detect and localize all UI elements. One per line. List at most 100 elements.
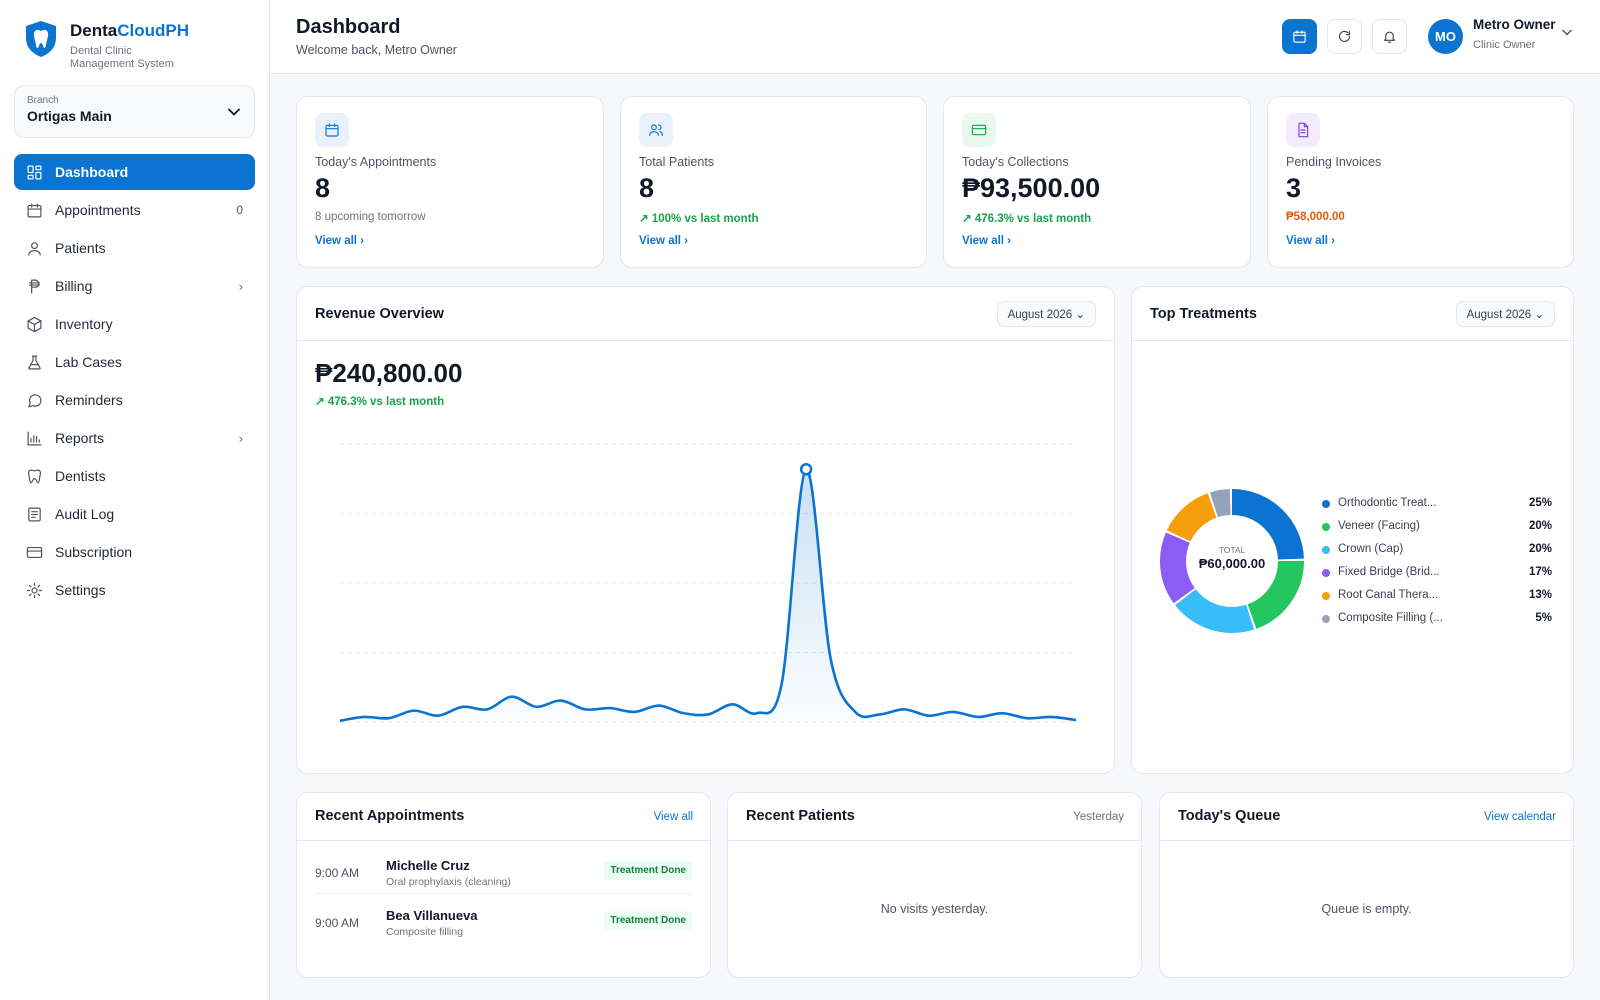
month-select[interactable]: August 2026 ⌄ bbox=[1455, 301, 1555, 327]
legend-label: Fixed Bridge (Brid... bbox=[1338, 566, 1440, 578]
patient-name: Bea Villanueva bbox=[386, 908, 478, 923]
stat-icon-box bbox=[1286, 113, 1320, 147]
sidebar-item-dentists[interactable]: Dentists bbox=[14, 458, 255, 494]
legend-label: Root Canal Thera... bbox=[1338, 589, 1439, 601]
donut-total-value: ₱60,000.00 bbox=[1198, 556, 1266, 571]
procedure: Oral prophylaxis (cleaning) bbox=[386, 876, 511, 888]
month-select[interactable]: August 2026 ⌄ bbox=[996, 301, 1096, 327]
period-label: Yesterday bbox=[1073, 811, 1124, 823]
box-icon bbox=[27, 316, 42, 332]
avatar[interactable]: MO bbox=[1428, 19, 1463, 54]
chevron-right-icon: › bbox=[238, 430, 243, 446]
calendar-icon bbox=[1293, 30, 1306, 43]
top-header: Dashboard Welcome back, Metro Owner MO M… bbox=[271, 0, 1600, 74]
stat-note: 8 upcoming tomorrow bbox=[315, 211, 426, 223]
panel-title: Revenue Overview bbox=[315, 306, 444, 322]
sidebar-item-settings[interactable]: Settings bbox=[14, 572, 255, 608]
legend-percent: 20% bbox=[1528, 520, 1552, 532]
divider bbox=[728, 840, 1141, 841]
user-name[interactable]: Metro Owner bbox=[1473, 17, 1556, 32]
stat-label: Pending Invoices bbox=[1286, 155, 1382, 169]
todays-queue-panel: Today's Queue View calendar Queue is emp… bbox=[1159, 792, 1574, 978]
legend-label: Crown (Cap) bbox=[1338, 543, 1404, 555]
sidebar-item-subscription[interactable]: Subscription bbox=[14, 534, 255, 570]
view-all-link[interactable]: View all › bbox=[962, 235, 1012, 247]
chevron-down-icon[interactable] bbox=[1562, 29, 1572, 36]
sidebar-item-patients[interactable]: Patients bbox=[14, 230, 255, 266]
treatments-donut-chart bbox=[1160, 489, 1304, 633]
sidebar-item-inventory[interactable]: Inventory bbox=[14, 306, 255, 342]
divider bbox=[297, 840, 710, 841]
sidebar-item-label: Lab Cases bbox=[55, 354, 122, 370]
branch-select[interactable]: Branch Ortigas Main bbox=[14, 85, 255, 138]
stat-label: Today's Appointments bbox=[315, 155, 437, 169]
donut-slice[interactable] bbox=[1160, 489, 1304, 633]
stat-icon-box bbox=[639, 113, 673, 147]
stat-card-pending-invoices: Pending Invoices 3 ₱58,000.00 View all › bbox=[1267, 96, 1574, 268]
sidebar-item-label: Billing bbox=[55, 278, 93, 294]
sidebar-item-label: Settings bbox=[55, 582, 106, 598]
sidebar-item-lab-cases[interactable]: Lab Cases bbox=[14, 344, 255, 380]
view-all-link[interactable]: View all › bbox=[315, 235, 365, 247]
calendar-icon bbox=[27, 203, 42, 217]
revenue-trend: ↗ 476.3% vs last month bbox=[315, 396, 445, 408]
revenue-area bbox=[340, 469, 1076, 722]
view-all-link[interactable]: View all › bbox=[1286, 235, 1336, 247]
divider bbox=[1160, 840, 1573, 841]
legend-percent: 17% bbox=[1528, 566, 1552, 578]
legend-swatch bbox=[1322, 615, 1330, 623]
sidebar-item-audit-log[interactable]: Audit Log bbox=[14, 496, 255, 532]
empty-state: Queue is empty. bbox=[1321, 902, 1412, 916]
grid-icon bbox=[27, 165, 42, 179]
revenue-overview-panel: Revenue Overview August 2026 ⌄ ₱240,800.… bbox=[296, 286, 1115, 774]
sidebar-item-label: Subscription bbox=[55, 544, 133, 560]
legend-swatch bbox=[1322, 523, 1330, 531]
divider bbox=[297, 340, 1114, 341]
sidebar-item-reports[interactable]: Reports › bbox=[14, 420, 255, 456]
donut-slice[interactable] bbox=[1160, 489, 1304, 633]
status-badge: Treatment Done bbox=[604, 861, 692, 880]
sidebar-item-dashboard[interactable]: Dashboard bbox=[14, 154, 255, 190]
stat-label: Total Patients bbox=[639, 155, 715, 169]
sidebar-item-reminders[interactable]: Reminders bbox=[14, 382, 255, 418]
sidebar-item-label: Reminders bbox=[55, 392, 123, 408]
sidebar-item-billing[interactable]: Billing › bbox=[14, 268, 255, 304]
sidebar-item-appointments[interactable]: Appointments 0 bbox=[14, 192, 255, 228]
divider bbox=[1132, 340, 1573, 341]
table-row[interactable]: 9:00 AM Michelle Cruz Oral prophylaxis (… bbox=[315, 846, 692, 894]
legend-percent: 5% bbox=[1535, 612, 1552, 624]
brand-logo[interactable]: DentaCloudPH Dental Clinic Management Sy… bbox=[24, 20, 189, 71]
message-icon bbox=[28, 393, 42, 407]
procedure: Composite filling bbox=[386, 926, 464, 938]
legend-swatch bbox=[1322, 569, 1330, 577]
view-all-link[interactable]: View all › bbox=[639, 235, 689, 247]
legend-item: Crown (Cap) 20% bbox=[1322, 542, 1552, 558]
donut-center: TOTAL ₱60,000.00 bbox=[1152, 545, 1312, 571]
table-row[interactable]: 9:00 AM Bea Villanueva Composite filling… bbox=[315, 896, 692, 944]
brand-name: DentaCloudPH bbox=[70, 21, 190, 40]
refresh-button[interactable] bbox=[1327, 19, 1362, 54]
flask-icon bbox=[28, 355, 41, 369]
view-calendar-link[interactable]: View calendar bbox=[1483, 811, 1556, 823]
notifications-button[interactable] bbox=[1372, 19, 1407, 54]
stat-trend: ↗ 100% vs last month bbox=[639, 213, 759, 225]
sidebar-item-label: Dashboard bbox=[55, 164, 129, 180]
legend-percent: 13% bbox=[1528, 589, 1552, 601]
chevron-right-icon: › bbox=[238, 278, 243, 294]
stat-amount: ₱58,000.00 bbox=[1286, 211, 1345, 223]
sidebar: DentaCloudPH Dental Clinic Management Sy… bbox=[0, 0, 270, 1000]
stat-icon-box bbox=[315, 113, 349, 147]
donut-slice[interactable] bbox=[1160, 489, 1304, 633]
calendar-button[interactable] bbox=[1282, 19, 1317, 54]
panel-title: Top Treatments bbox=[1150, 306, 1257, 322]
bar-chart-icon bbox=[27, 431, 42, 445]
panel-title: Recent Patients bbox=[746, 808, 855, 824]
legend-percent: 20% bbox=[1528, 543, 1552, 555]
user-role: Clinic Owner bbox=[1473, 39, 1536, 51]
invoice-icon bbox=[1298, 122, 1309, 138]
legend-item: Fixed Bridge (Brid... 17% bbox=[1322, 565, 1552, 581]
view-all-link[interactable]: View all bbox=[653, 811, 693, 823]
stat-value: ₱93,500.00 bbox=[962, 173, 1101, 203]
recent-patients-panel: Recent Patients Yesterday No visits yest… bbox=[727, 792, 1142, 978]
shield-tooth-icon bbox=[26, 21, 56, 57]
